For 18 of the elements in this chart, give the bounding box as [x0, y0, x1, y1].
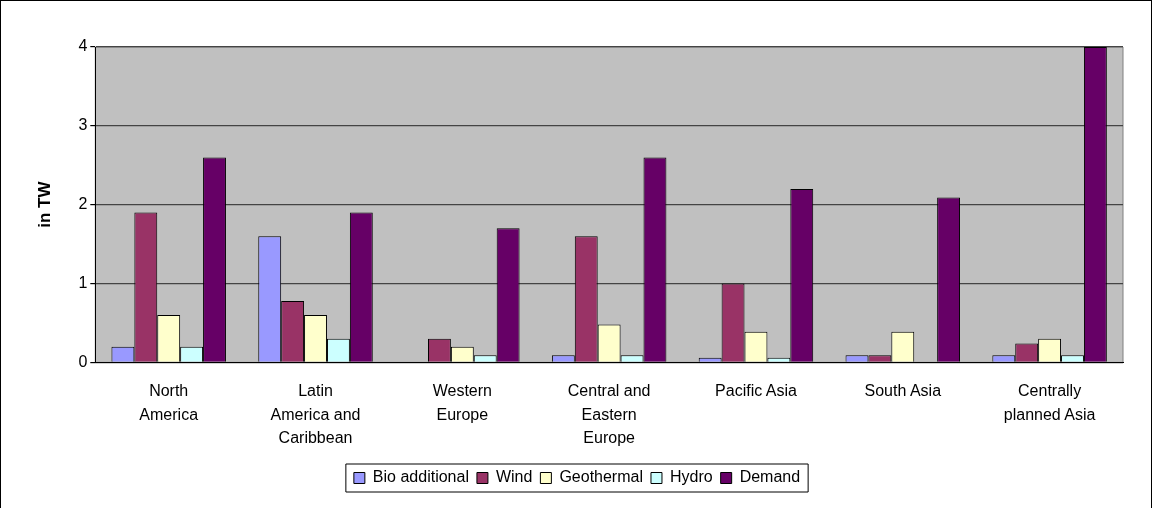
x-tick-label: Centrally planned Asia	[1003, 382, 1096, 423]
legend-label: Hydro	[669, 468, 713, 486]
y-axis-title: in TW	[34, 180, 54, 228]
legend-label: Bio additional	[372, 468, 469, 486]
y-tick-label: 1	[78, 273, 88, 291]
x-tick-label: Western Europe	[432, 382, 492, 423]
x-tick-label: Central and Eastern Europe	[567, 382, 651, 446]
y-tick-label: 0	[78, 352, 88, 370]
y-tick-label: 2	[78, 195, 88, 213]
x-tick-label: North America	[139, 382, 199, 423]
y-tick-label: 4	[78, 37, 88, 55]
x-tick-label: Latin America and Caribbean	[270, 382, 361, 446]
legend-label: Wind	[495, 468, 533, 486]
y-tick-label: 3	[78, 116, 88, 134]
x-tick-label: Pacific Asia	[715, 382, 797, 400]
legend-label: Geothermal	[559, 468, 643, 486]
x-tick-label: South Asia	[864, 382, 942, 400]
legend-label: Demand	[739, 468, 801, 486]
